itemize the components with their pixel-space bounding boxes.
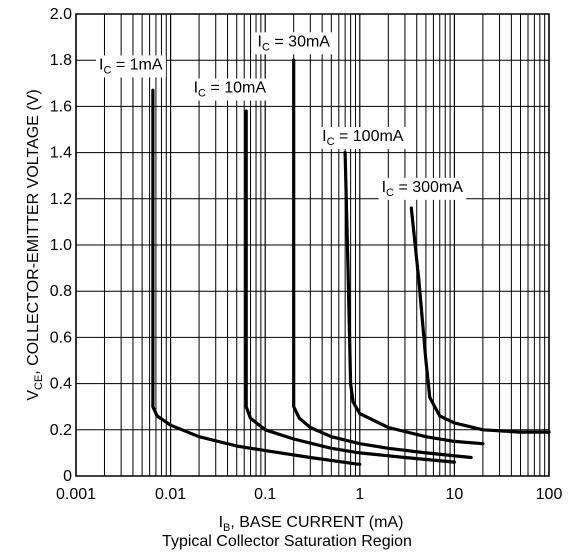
curve-series-1 [151,88,362,466]
y-tick-label: 0 [63,468,72,485]
curve-series-3 [292,58,473,460]
x-tick-label: 1 [355,486,364,503]
y-axis-label-main: V [25,390,42,401]
y-tick-label: 1.4 [50,145,72,162]
curve-label: IC = 300mA [382,179,464,199]
curve-label-bg [95,55,166,78]
y-tick-label: 0.2 [50,422,72,439]
y-axis-label-rest: , COLLECTOR-EMITTER VOLTAGE (V) [25,89,42,374]
x-axis-label-sub: B [223,522,230,534]
curve-label: IC = 100mA [322,128,404,148]
curve-label-rest: = 100mA [335,128,404,145]
x-tick-label: 10 [446,486,464,503]
curve-label: IC = 1mA [99,56,163,76]
plot-frame [75,13,550,477]
curve-label-bg [190,78,270,101]
curve-label-main: I [258,33,262,50]
curve-label-rest: = 1mA [111,56,162,73]
curve-label-bg [378,177,467,200]
chart-caption: Typical Collector Saturation Region [162,533,412,550]
x-tick-label: 0.001 [56,486,96,503]
y-tick-label: 2.0 [50,6,72,23]
curve-series-5 [409,206,551,434]
curve-label-main: I [322,128,326,145]
x-axis-label: IB, BASE CURRENT (mA) [219,514,404,534]
curve-series-4 [343,151,485,446]
curve-label-main: I [382,179,386,196]
y-axis-label: VCE, COLLECTOR-EMITTER VOLTAGE (V) [25,89,45,400]
curve-label-main: I [99,56,103,73]
curve-label-main: I [194,80,198,97]
x-axis-label-rest: , BASE CURRENT (mA) [230,514,403,531]
curve-label-bg [319,127,407,150]
curve-label-sub: C [198,88,206,100]
y-tick-label: 0.8 [50,283,72,300]
x-tick-label: 0.1 [254,486,276,503]
curve-label-bg [254,32,334,55]
y-tick-label: 1.2 [50,191,72,208]
y-tick-label: 1.8 [50,52,72,69]
curves [151,58,551,466]
curve-label-sub: C [327,136,335,148]
major-gridlines [75,13,550,477]
y-tick-label: 0.6 [50,329,72,346]
curve-label-sub: C [103,64,111,76]
y-tick-label: 1.0 [50,237,72,254]
x-tick-label: 100 [536,486,563,503]
curve-label-rest: = 10mA [206,80,266,97]
x-tick-label: 0.01 [155,486,186,503]
curve-series-2 [244,109,456,464]
curve-label-rest: = 30mA [270,33,330,50]
y-axis-label-sub: CE [33,375,45,390]
curve-label-rest: = 300mA [394,179,463,196]
curve-label-sub: C [386,187,394,199]
curve-label: IC = 30mA [258,33,331,53]
curve-label: IC = 10mA [194,80,267,100]
curve-label-sub: C [262,41,270,53]
y-tick-label: 0.4 [50,376,72,393]
x-tick-labels: 0.001 0.01 0.1 1 10 100 [56,486,562,503]
y-tick-labels: 2.0 1.8 1.6 1.4 1.2 1.0 0.8 0.6 0.4 0.2 0 [50,6,72,485]
x-axis-label-main: I [219,514,223,531]
y-tick-label: 1.6 [50,98,72,115]
